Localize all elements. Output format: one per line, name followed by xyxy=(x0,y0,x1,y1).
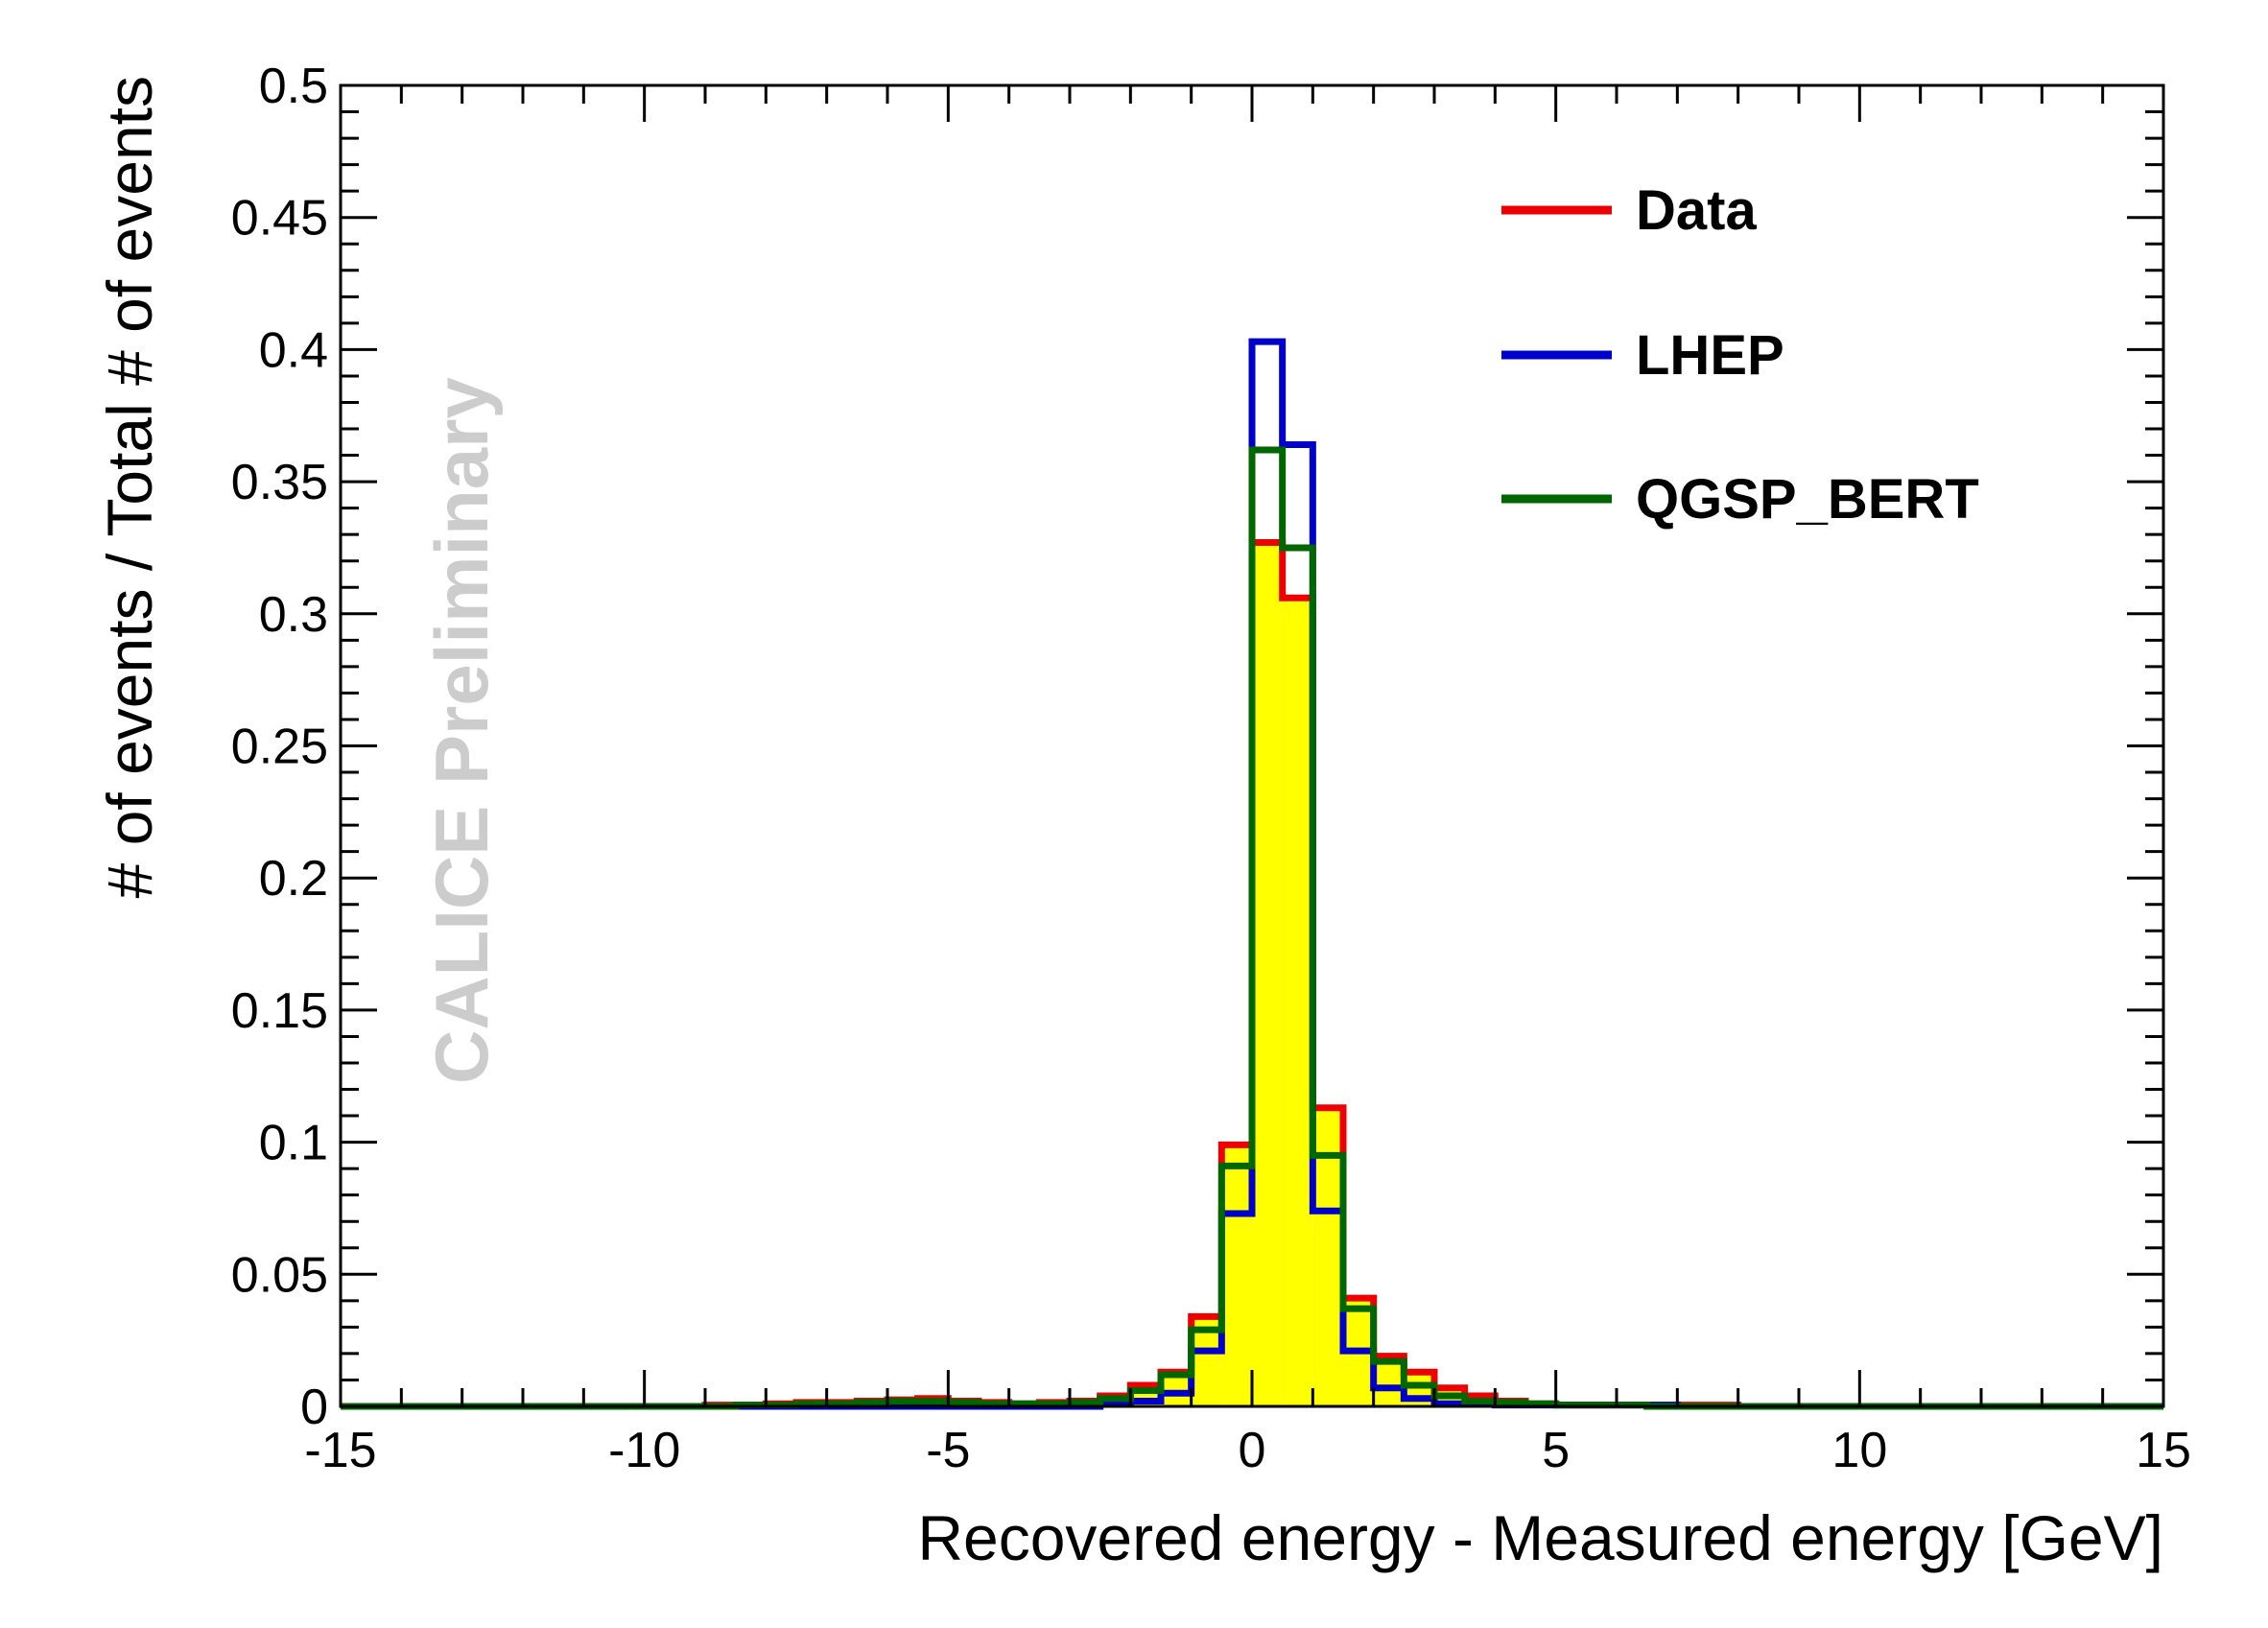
legend: Data LHEP QGSP_BERT xyxy=(1501,179,1979,531)
y-tick-label: 0.15 xyxy=(231,983,328,1039)
y-tick-label: 0.45 xyxy=(231,191,328,247)
plot-frame xyxy=(339,83,2165,1408)
data-bar-fill xyxy=(1221,1144,1252,1406)
data-bar-fill xyxy=(1282,598,1313,1406)
x-tick-label: -5 xyxy=(926,1423,970,1478)
x-tick-label: -10 xyxy=(608,1423,680,1478)
axis-ticks xyxy=(339,83,2165,1408)
y-tick-label: 0.2 xyxy=(259,851,328,907)
legend-label-data: Data xyxy=(1636,179,1757,242)
legend-label-lhep: LHEP xyxy=(1636,324,1784,387)
y-tick-label: 0.35 xyxy=(231,455,328,510)
y-tick-label: 0.05 xyxy=(231,1247,328,1303)
y-tick-label: 0.4 xyxy=(259,322,328,378)
y-tick-label: 0 xyxy=(300,1380,328,1435)
legend-label-qgsp-bert: QGSP_BERT xyxy=(1636,468,1979,531)
x-tick-label: 10 xyxy=(1831,1423,1887,1478)
data-bar-fill xyxy=(1252,542,1283,1406)
y-tick-label: 0.3 xyxy=(259,587,328,643)
x-tick-label: 15 xyxy=(2136,1423,2191,1478)
y-tick-label: 0.25 xyxy=(231,720,328,775)
y-tick-label: 0.1 xyxy=(259,1116,328,1171)
tick-labels: -15 -10 -5 0 5 10 15 0 0.05 0.1 0.15 0.2 0.25 0.3 0.35… xyxy=(231,59,2191,1478)
x-tick-label: 5 xyxy=(1542,1423,1570,1478)
x-tick-label: 0 xyxy=(1239,1423,1266,1478)
x-tick-label: -15 xyxy=(304,1423,376,1478)
x-axis-title: Recovered energy - Measured energy [GeV] xyxy=(917,1502,2163,1573)
y-axis-title: # of events / Total # of events xyxy=(94,76,165,898)
y-tick-label: 0.5 xyxy=(259,59,328,114)
watermark-text: CALICE Preliminary xyxy=(419,377,504,1084)
